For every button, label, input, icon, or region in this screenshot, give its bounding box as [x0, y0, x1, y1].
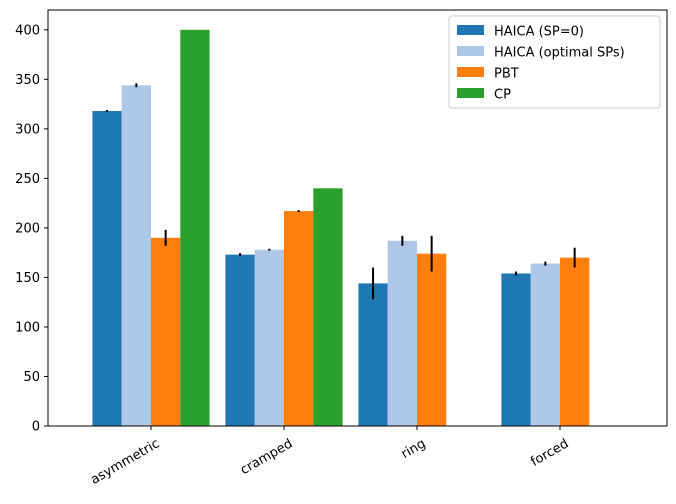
bar-forced-series-2: [560, 257, 590, 426]
legend-box: [448, 15, 661, 109]
bar-forced-series-1: [530, 263, 560, 426]
bar-ring-series-2: [417, 253, 447, 426]
legend-label-1: HAICA (optimal SPs): [494, 46, 625, 61]
y-tick-label: 200: [15, 221, 40, 236]
legend-label-0: HAICA (SP=0): [494, 25, 584, 40]
bars-layer: [92, 29, 590, 427]
x-tick-label-ring: ring: [399, 436, 429, 462]
y-tick-label: 300: [15, 122, 40, 137]
error-bars-layer: [106, 83, 576, 300]
x-axis: asymmetric cramped ring forced: [88, 426, 571, 488]
bar-asymmetric-series-1: [121, 85, 151, 427]
y-tick-label: 400: [15, 23, 40, 38]
y-tick-label: 50: [23, 370, 40, 385]
bar-asymmetric-series-0: [92, 111, 122, 427]
legend-swatch-0: [457, 25, 484, 35]
y-tick-label: 250: [15, 172, 40, 187]
legend-label-3: CP: [494, 88, 511, 103]
x-tick-label-asymmetric: asymmetric: [88, 436, 162, 487]
y-tick-label: 100: [15, 320, 40, 335]
bar-cramped-series-3: [313, 188, 343, 426]
bar-cramped-series-0: [225, 254, 255, 426]
legend-swatch-1: [457, 46, 484, 56]
x-tick-label-cramped: cramped: [238, 436, 295, 478]
bar-asymmetric-series-3: [180, 29, 210, 427]
y-tick-label: 150: [15, 271, 40, 286]
bar-asymmetric-series-2: [151, 237, 181, 426]
bar-ring-series-1: [387, 240, 417, 426]
bar-ring-series-0: [358, 283, 388, 426]
bar-cramped-series-2: [284, 211, 314, 426]
plot-frame: [47, 9, 668, 427]
legend: HAICA (SP=0) HAICA (optimal SPs) PBT CP: [448, 15, 661, 109]
y-axis: 0 50 100 150 200 250 300 350 400: [15, 23, 48, 435]
y-tick-label: 350: [15, 73, 40, 88]
x-tick-label-forced: forced: [528, 436, 571, 469]
bar-cramped-series-1: [254, 249, 284, 426]
y-tick-label: 0: [32, 420, 40, 435]
legend-label-2: PBT: [494, 67, 519, 82]
bar-forced-series-0: [501, 273, 531, 426]
legend-swatch-2: [457, 67, 484, 77]
legend-swatch-3: [457, 88, 484, 98]
